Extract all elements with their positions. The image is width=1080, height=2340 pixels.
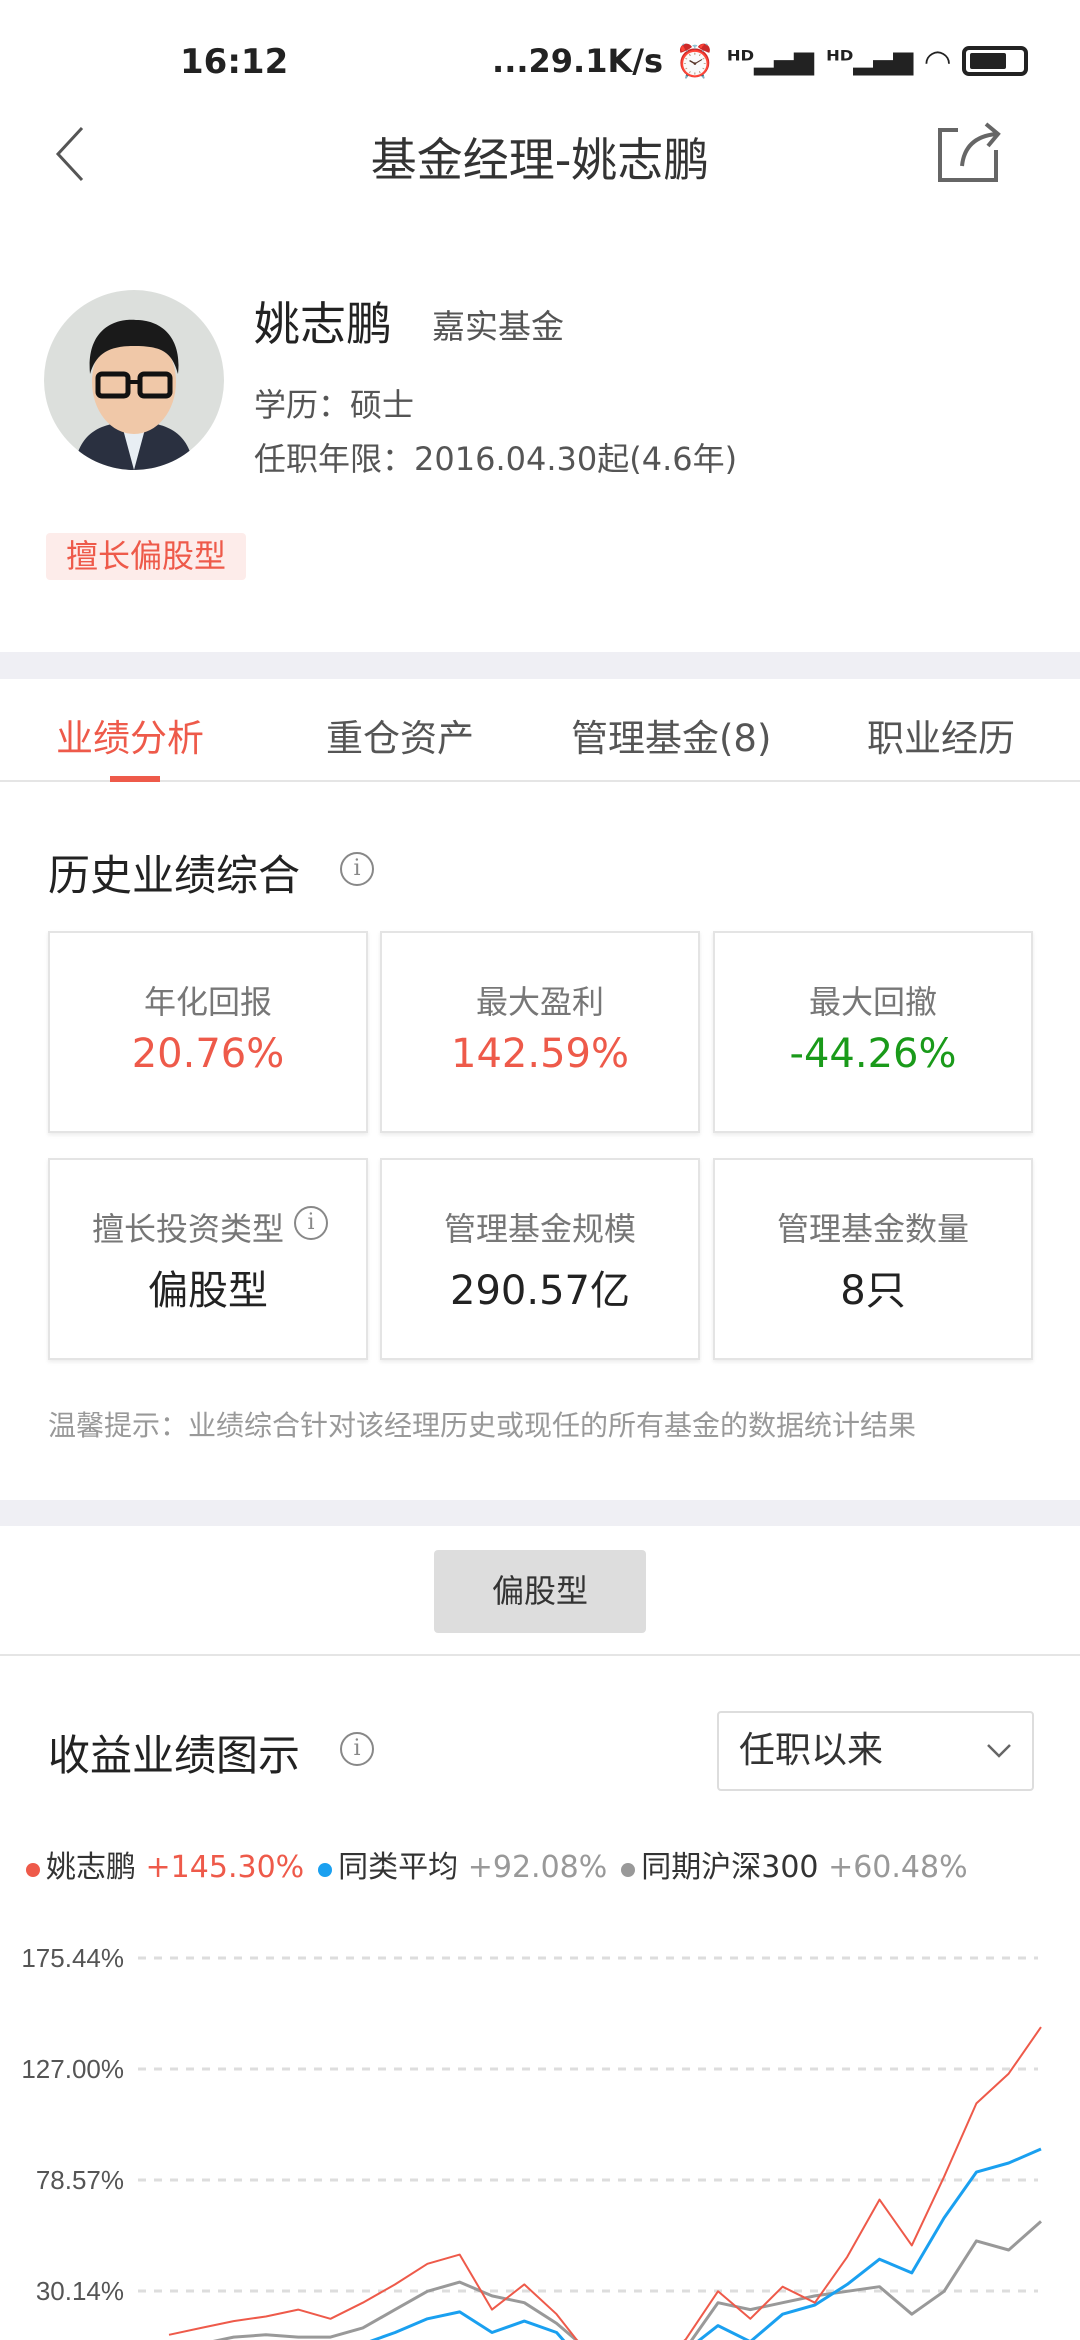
performance-chart: 175.44% 127.00% 78.57% 30.14%	[21, 1943, 1042, 2340]
legend-value: +92.08%	[467, 1850, 608, 1885]
series-line	[369, 2147, 1042, 2340]
network-speed: ...29.1K/s	[492, 42, 663, 80]
share-icon[interactable]	[936, 120, 1006, 184]
history-section-title: 历史业绩综合	[48, 851, 301, 900]
y-tick-label: 127.00%	[21, 2054, 124, 2084]
specialty-tag: 擅长偏股型	[46, 533, 247, 580]
tab-managed-funds[interactable]: 管理基金(8)	[571, 717, 772, 760]
fund-type-button[interactable]: 偏股型	[434, 1550, 646, 1633]
divider	[0, 1654, 1080, 1656]
tenure: 任职年限：2016.04.30起(4.6年)	[254, 440, 738, 478]
legend-name: 姚志鹏	[46, 1850, 136, 1885]
stat-value: 20.76%	[131, 1031, 285, 1077]
stat-label: 年化回报	[143, 983, 272, 1021]
stat-label: 管理基金规模	[443, 1210, 636, 1248]
period-dropdown[interactable]: 任职以来	[717, 1711, 1034, 1791]
legend-dot	[26, 1863, 40, 1877]
legend-value: +60.48%	[828, 1850, 968, 1885]
stat-label: 最大盈利	[475, 983, 604, 1021]
y-tick-label: 175.44%	[21, 1943, 124, 1973]
tab-bar: 业绩分析 重仓资产 管理基金(8) 职业经历	[0, 690, 1080, 782]
stat-card: 管理基金规模 290.57亿	[380, 1158, 700, 1360]
stat-value: 8只	[840, 1268, 906, 1314]
back-chevron-left-icon[interactable]	[52, 124, 92, 184]
alarm-icon: ⏰	[674, 42, 715, 80]
series-line	[212, 2220, 1042, 2340]
legend-value: +145.30%	[145, 1850, 305, 1885]
stat-label: 最大回撤	[808, 983, 937, 1021]
y-tick-label: 30.14%	[36, 2276, 124, 2306]
legend-dot	[318, 1863, 333, 1877]
battery-icon	[962, 46, 1028, 76]
legend-item: 姚志鹏 +145.30%	[26, 1842, 304, 1886]
series-line	[168, 2026, 1042, 2340]
period-selected: 任职以来	[739, 1730, 884, 1771]
page-title: 基金经理-姚志鹏	[370, 133, 710, 187]
status-bar: 16:12 ...29.1K/s ⏰ ᴴᴰ▂▄▆ ᴴᴰ▂▄▆ ◠	[0, 0, 1080, 110]
stat-card: 擅长投资类型偏股型	[48, 1158, 368, 1360]
stat-card: 最大盈利 142.59%	[380, 931, 700, 1133]
status-icons: ...29.1K/s ⏰ ᴴᴰ▂▄▆ ᴴᴰ▂▄▆ ◠	[492, 42, 1028, 80]
stat-value: 偏股型	[148, 1268, 268, 1314]
stat-card: 最大回撤 -44.26%	[713, 931, 1033, 1133]
stat-value: 290.57亿	[450, 1268, 630, 1314]
perf-section-title: 收益业绩图示	[48, 1731, 301, 1780]
legend-name: 同类平均	[338, 1850, 459, 1885]
avatar	[44, 290, 224, 470]
stat-card: 管理基金数量 8只	[713, 1158, 1033, 1360]
stat-value: -44.26%	[789, 1031, 957, 1077]
tab-career[interactable]: 职业经历	[867, 717, 1015, 760]
info-icon[interactable]: i	[294, 1206, 328, 1240]
tab-performance[interactable]: 业绩分析	[56, 717, 204, 760]
legend-name: 同期沪深300	[641, 1850, 819, 1885]
chart-legend: 姚志鹏 +145.30% 同类平均 +92.08% 同期沪深300 +60.48%	[26, 1842, 968, 1886]
stat-card: 年化回报 20.76%	[48, 931, 368, 1133]
chevron-down-icon	[987, 1744, 1011, 1758]
hd-signal-icon: ᴴᴰ▂▄▆	[726, 46, 815, 76]
stat-label: 擅长投资类型	[91, 1210, 284, 1248]
legend-item: 同期沪深300 +60.48%	[621, 1842, 968, 1886]
legend-dot	[621, 1863, 636, 1877]
info-icon[interactable]: i	[340, 852, 374, 886]
stat-label: 管理基金数量	[776, 1210, 969, 1248]
y-tick-label: 78.57%	[36, 2165, 124, 2195]
status-time: 16:12	[180, 42, 289, 82]
section-divider	[0, 652, 1080, 679]
tab-holdings[interactable]: 重仓资产	[326, 717, 474, 760]
hd-signal-icon: ᴴᴰ▂▄▆	[826, 46, 914, 76]
info-icon[interactable]: i	[340, 1732, 374, 1766]
manager-name: 姚志鹏	[254, 297, 392, 351]
stat-value: 142.59%	[451, 1031, 629, 1077]
active-tab-indicator	[110, 776, 160, 782]
wifi-icon: ◠	[925, 42, 950, 80]
notice-text: 温馨提示：业绩综合针对该经理历史或现任的所有基金的数据统计结果	[48, 1409, 917, 1442]
company-name: 嘉实基金	[432, 307, 564, 346]
legend-item: 同类平均 +92.08%	[318, 1842, 607, 1886]
education: 学历：硕士	[254, 386, 415, 424]
section-divider	[0, 1500, 1080, 1526]
